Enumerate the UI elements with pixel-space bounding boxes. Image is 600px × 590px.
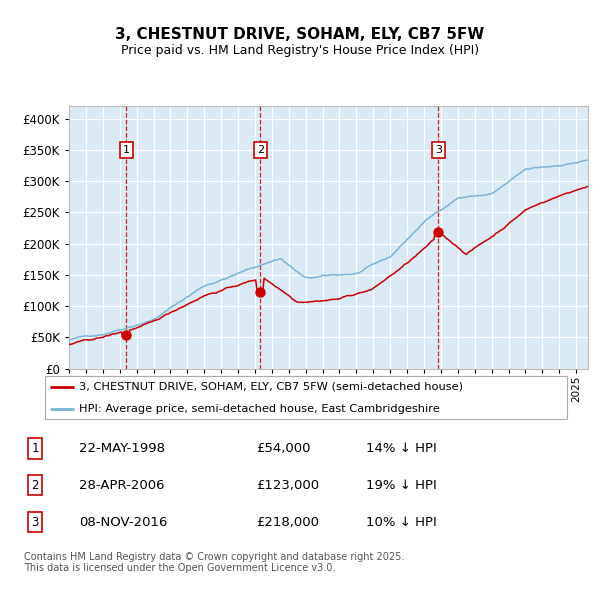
Text: 3, CHESTNUT DRIVE, SOHAM, ELY, CB7 5FW: 3, CHESTNUT DRIVE, SOHAM, ELY, CB7 5FW <box>115 27 485 41</box>
Text: HPI: Average price, semi-detached house, East Cambridgeshire: HPI: Average price, semi-detached house,… <box>79 404 440 414</box>
Text: 22-MAY-1998: 22-MAY-1998 <box>79 442 165 455</box>
Text: 10% ↓ HPI: 10% ↓ HPI <box>366 516 437 529</box>
Text: £123,000: £123,000 <box>256 478 319 492</box>
FancyBboxPatch shape <box>44 376 568 419</box>
Text: 2: 2 <box>257 145 264 155</box>
Text: 1: 1 <box>123 145 130 155</box>
Text: 2: 2 <box>31 478 39 492</box>
Text: 28-APR-2006: 28-APR-2006 <box>79 478 164 492</box>
Text: 08-NOV-2016: 08-NOV-2016 <box>79 516 167 529</box>
Text: 14% ↓ HPI: 14% ↓ HPI <box>366 442 437 455</box>
Text: 3, CHESTNUT DRIVE, SOHAM, ELY, CB7 5FW (semi-detached house): 3, CHESTNUT DRIVE, SOHAM, ELY, CB7 5FW (… <box>79 382 463 392</box>
Text: Price paid vs. HM Land Registry's House Price Index (HPI): Price paid vs. HM Land Registry's House … <box>121 44 479 57</box>
Text: 1: 1 <box>31 442 39 455</box>
Text: £218,000: £218,000 <box>256 516 319 529</box>
Text: 3: 3 <box>31 516 39 529</box>
Text: 19% ↓ HPI: 19% ↓ HPI <box>366 478 437 492</box>
Text: Contains HM Land Registry data © Crown copyright and database right 2025.
This d: Contains HM Land Registry data © Crown c… <box>24 552 404 573</box>
Text: £54,000: £54,000 <box>256 442 310 455</box>
Text: 3: 3 <box>435 145 442 155</box>
